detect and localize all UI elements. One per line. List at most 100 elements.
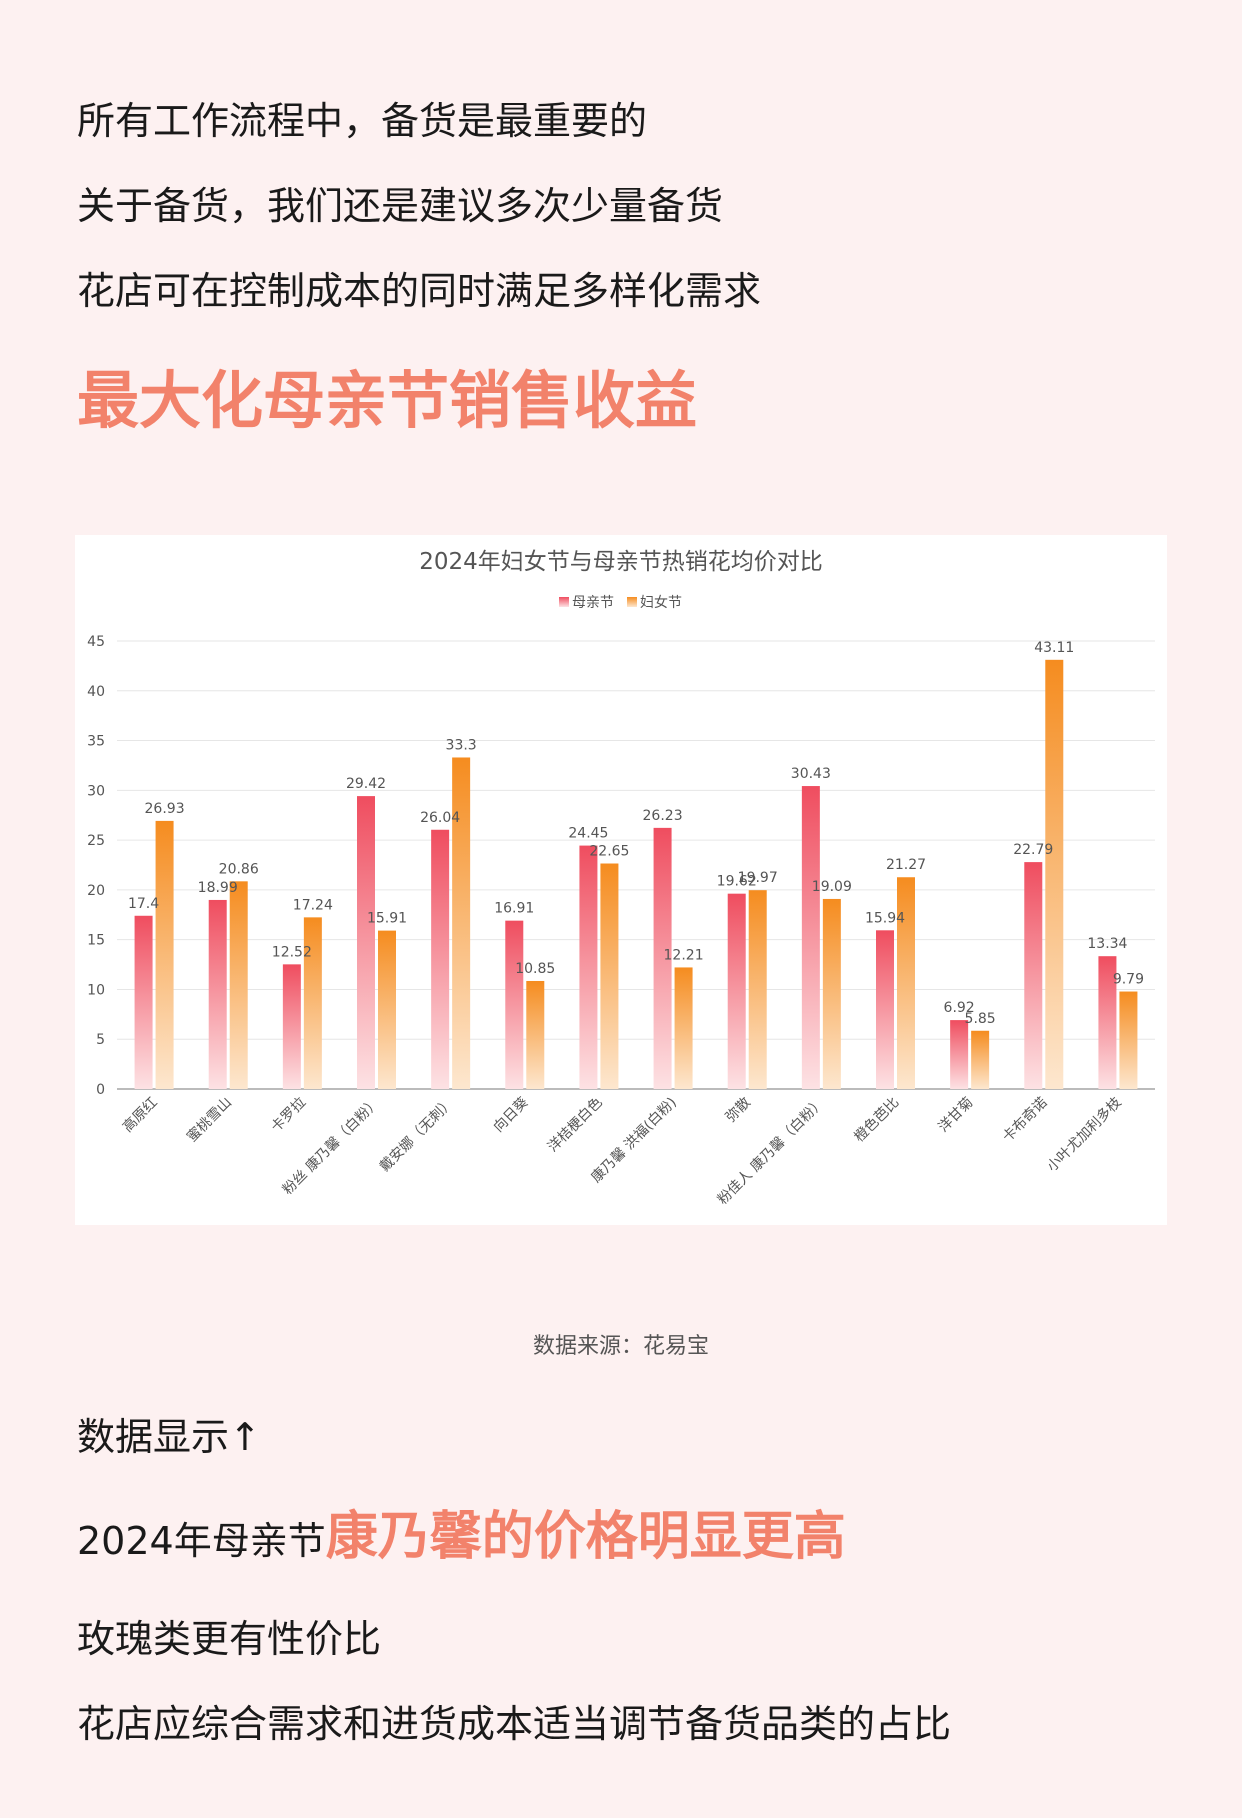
- bar-mothers-day: [1024, 862, 1043, 1089]
- bar-mothers-day: [801, 786, 820, 1089]
- bar-mothers-day: [579, 845, 598, 1089]
- headline: 最大化母亲节销售收益: [77, 364, 698, 437]
- bar-value-label: 12.21: [664, 947, 704, 963]
- bar-value-label: 21.27: [886, 857, 926, 873]
- y-tick-label: 5: [96, 1032, 105, 1048]
- legend-label-1: 母亲节: [572, 595, 614, 611]
- bar-womens-day: [155, 820, 174, 1089]
- chart-grid: 0 5 10 15 20 25 30 35 40 45: [87, 634, 1155, 1098]
- chart-value-labels: 17.4 26.93 18.99 20.86 12.52 17.24 29.42 15.91 2…: [128, 640, 1144, 1027]
- y-tick-label: 25: [87, 833, 105, 849]
- x-tick-label: 卡布奇诺: [999, 1094, 1051, 1146]
- bar-womens-day: [1045, 659, 1064, 1089]
- bar-womens-day: [303, 917, 322, 1089]
- x-tick-label: 向日葵: [491, 1095, 532, 1136]
- bar-value-label: 12.52: [272, 944, 312, 960]
- bar-value-label: 22.79: [1013, 842, 1053, 858]
- bar-womens-day: [822, 898, 841, 1089]
- x-tick-label: 蜜桃雪山: [184, 1095, 235, 1146]
- bar-womens-day: [229, 881, 248, 1089]
- bar-womens-day: [1119, 991, 1138, 1089]
- bar-value-label: 9.79: [1113, 972, 1144, 988]
- bar-mothers-day: [282, 964, 301, 1089]
- bar-mothers-day: [876, 930, 894, 1089]
- conclusion-line-2-highlight: 康乃馨的价格明显更高: [325, 1507, 846, 1567]
- chart-legend: 母亲节 妇女节: [559, 594, 682, 611]
- y-tick-label: 0: [96, 1082, 105, 1098]
- chart-title: 2024年妇女节与母亲节热销花均价对比: [419, 549, 823, 575]
- intro-line-3: 花店可在控制成本的同时满足多样化需求: [77, 269, 762, 313]
- bar-womens-day: [600, 863, 619, 1089]
- bar-value-label: 16.91: [494, 901, 534, 917]
- conclusion-line-4: 花店应综合需求和进货成本适当调节备货品类的占比: [77, 1702, 952, 1746]
- bar-value-label: 6.92: [944, 1000, 975, 1016]
- bar-value-label: 10.85: [515, 961, 555, 977]
- bar-womens-day: [378, 930, 396, 1089]
- bar-mothers-day: [134, 915, 153, 1089]
- bar-mothers-day: [950, 1020, 969, 1089]
- bar-womens-day: [748, 890, 767, 1089]
- x-tick-label: 洋桔梗白色: [544, 1094, 606, 1156]
- bar-mothers-day: [1098, 956, 1117, 1089]
- bar-value-label: 26.93: [145, 801, 185, 817]
- y-tick-label: 35: [87, 734, 105, 750]
- x-tick-label: 弥散: [722, 1094, 754, 1126]
- x-tick-label: 洋甘菊: [935, 1095, 976, 1136]
- legend-swatch-2: [627, 597, 637, 607]
- legend-label-2: 妇女节: [640, 594, 682, 611]
- bar-mothers-day: [357, 796, 375, 1089]
- bar-womens-day: [971, 1030, 990, 1089]
- y-tick-label: 45: [87, 634, 105, 650]
- x-tick-label: 卡罗拉: [268, 1095, 309, 1136]
- bar-mothers-day: [505, 920, 524, 1089]
- bar-value-label: 19.09: [812, 879, 852, 895]
- price-comparison-chart: 2024年妇女节与母亲节热销花均价对比 母亲节 妇女节 0 5 10 15 20 25 30 3…: [87, 549, 1155, 1208]
- x-tick-label: 戴安娜（无刺）: [377, 1095, 458, 1176]
- bar-value-label: 43.11: [1034, 640, 1074, 656]
- bar-womens-day: [452, 757, 471, 1089]
- bar-value-label: 29.42: [346, 776, 386, 792]
- bar-value-label: 24.45: [568, 826, 608, 842]
- bar-value-label: 26.23: [643, 808, 683, 824]
- bar-value-label: 5.85: [965, 1011, 996, 1027]
- bar-value-label: 19.62: [717, 874, 757, 890]
- conclusion-line-3: 玫瑰类更有性价比: [77, 1617, 382, 1661]
- bar-value-label: 18.99: [198, 880, 238, 896]
- bar-value-label: 17.4: [128, 896, 159, 912]
- legend-swatch-1: [559, 597, 569, 607]
- y-tick-label: 15: [87, 933, 105, 949]
- conclusion-line-2-prefix: 2024年母亲节: [77, 1519, 326, 1563]
- chart-bars: [134, 659, 1138, 1089]
- intro-line-2: 关于备货，我们还是建议多次少量备货: [77, 184, 724, 228]
- y-tick-label: 10: [87, 982, 105, 998]
- bar-value-label: 19.97: [738, 870, 778, 886]
- y-tick-label: 40: [87, 684, 105, 700]
- bar-womens-day: [674, 967, 693, 1089]
- conclusion-line-2: 2024年母亲节康乃馨的价格明显更高: [77, 1511, 846, 1567]
- chart-card: 2024年妇女节与母亲节热销花均价对比 母亲节 妇女节 0 5 10 15 20 25 30 3…: [75, 535, 1167, 1225]
- bar-value-label: 33.3: [446, 737, 477, 753]
- y-tick-label: 20: [87, 883, 105, 899]
- bar-value-label: 30.43: [791, 766, 831, 782]
- bar-value-label: 15.94: [865, 910, 905, 926]
- bar-value-label: 13.34: [1087, 936, 1127, 952]
- intro-line-1: 所有工作流程中，备货是最重要的: [77, 99, 648, 143]
- bar-mothers-day: [727, 893, 746, 1089]
- x-tick-label: 橙色芭比: [851, 1094, 903, 1146]
- bar-value-label: 17.24: [293, 897, 333, 913]
- bar-mothers-day: [653, 827, 672, 1089]
- bar-womens-day: [526, 980, 545, 1089]
- bar-value-label: 20.86: [219, 861, 259, 877]
- conclusion-line-1: 数据显示↑: [77, 1415, 261, 1459]
- bar-mothers-day: [431, 829, 450, 1089]
- data-source-note: 数据来源：花易宝: [532, 1334, 709, 1359]
- bar-value-label: 22.65: [589, 844, 629, 860]
- y-tick-label: 30: [87, 783, 105, 799]
- bar-mothers-day: [208, 899, 227, 1089]
- bar-value-label: 15.91: [367, 911, 407, 927]
- bar-womens-day: [897, 877, 915, 1089]
- bar-value-label: 26.04: [420, 810, 460, 826]
- x-tick-label: 高原红: [119, 1094, 161, 1136]
- x-tick-label: 小叶尤加利多枝: [1043, 1094, 1124, 1175]
